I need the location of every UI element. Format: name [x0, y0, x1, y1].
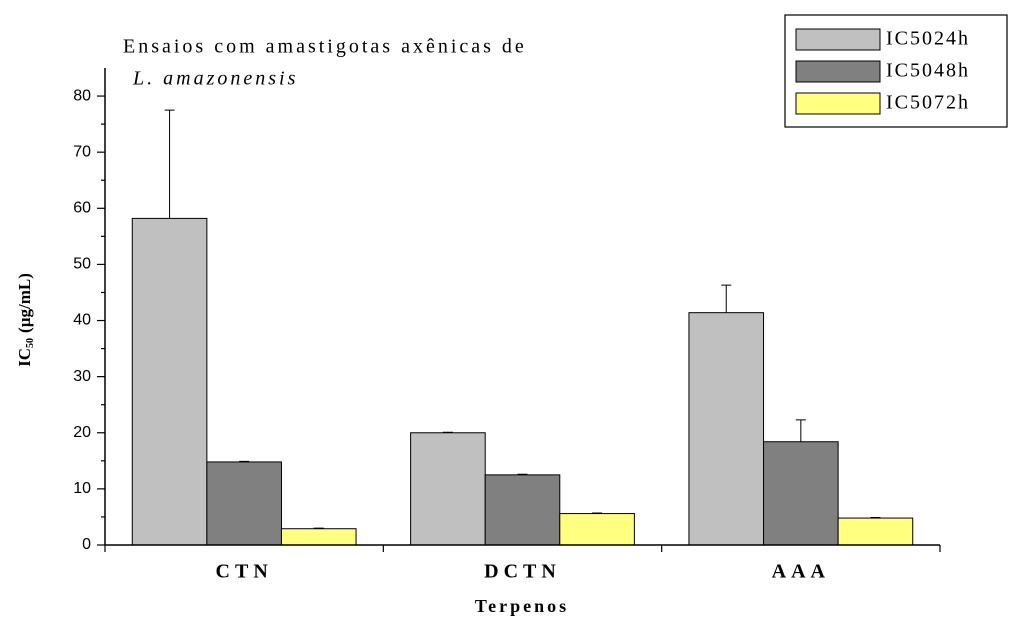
error-bar — [313, 527, 324, 529]
bar — [484, 474, 561, 546]
legend-swatch — [795, 60, 881, 83]
chart-subtitle: L. amazonensis — [132, 68, 298, 90]
y-tick-label: 70 — [73, 143, 91, 160]
bar — [206, 461, 282, 546]
error-bar — [795, 419, 806, 442]
x-tick-label: AAA — [772, 561, 830, 583]
bar — [280, 528, 357, 546]
y-tick-label: 40 — [73, 312, 91, 329]
error-bar — [164, 109, 175, 219]
bar — [763, 441, 839, 546]
y-tick-label: 30 — [73, 368, 91, 385]
y-tick-label: 0 — [82, 536, 91, 553]
bar — [837, 517, 914, 546]
x-tick-label: DCTN — [484, 561, 561, 583]
legend-swatch — [795, 28, 881, 51]
bar — [131, 217, 208, 546]
error-bar — [442, 431, 453, 433]
error-bar — [870, 517, 881, 519]
chart-title: Ensaios com amastigotas axênicas de — [123, 36, 527, 58]
bar — [688, 312, 765, 546]
legend-label: IC5072h — [886, 92, 970, 114]
bar — [410, 432, 486, 546]
error-bar — [517, 473, 528, 475]
x-tick-label: CTN — [216, 561, 273, 583]
error-bar — [592, 512, 603, 514]
y-tick-label: 60 — [73, 200, 91, 217]
y-tick-label: 20 — [73, 424, 91, 441]
error-bar — [721, 284, 732, 313]
y-axis-label: IC50 (µg/mL) — [15, 273, 36, 367]
y-tick-label: 80 — [73, 87, 91, 104]
y-tick-label: 10 — [73, 480, 91, 497]
x-axis-label: Terpenos — [475, 596, 569, 616]
y-tick-label: 50 — [73, 256, 91, 273]
y-label-main: IC — [15, 348, 34, 367]
legend-label: IC5024h — [886, 28, 970, 50]
legend-label: IC5048h — [886, 60, 970, 82]
bar — [559, 513, 635, 546]
y-label-unit: (µg/mL) — [15, 273, 34, 333]
legend-swatch — [795, 92, 881, 115]
y-label-sub: 50 — [25, 338, 36, 348]
error-bar — [239, 460, 250, 462]
